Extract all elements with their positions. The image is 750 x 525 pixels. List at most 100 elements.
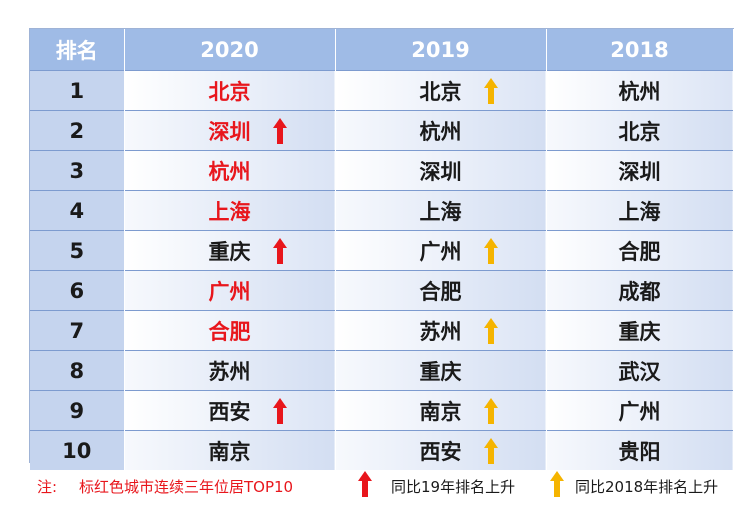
city-name: 重庆	[419, 359, 462, 384]
city-2019-cell: 上海	[335, 190, 547, 231]
legend-yellow-arrow-text: 同比2018年排名上升	[575, 478, 719, 496]
city-2020-cell: 深圳	[124, 110, 336, 151]
legend-red-arrow-text: 同比19年排名上升	[391, 478, 516, 496]
header-2020: 2020	[124, 29, 336, 71]
legend: 注: 标红色城市连续三年位居TOP10 同比19年排名上升 同比2018年排名上…	[29, 470, 732, 498]
table-row: 8 苏州 重庆 武汉	[30, 350, 734, 391]
city-2020-cell: 合肥	[124, 310, 336, 351]
city-2018-cell: 上海	[546, 190, 734, 231]
rank-cell: 6	[30, 270, 125, 311]
city-name: 贵阳	[618, 439, 661, 464]
rank-cell: 10	[30, 430, 125, 470]
city-name: 重庆	[208, 239, 251, 264]
city-2018-cell: 北京	[546, 110, 734, 151]
table-row: 7 合肥 苏州 重庆	[30, 310, 734, 351]
city-2020-cell: 南京	[124, 430, 336, 470]
city-name: 西安	[419, 439, 462, 464]
city-name: 深圳	[419, 159, 462, 184]
city-name: 杭州	[419, 119, 462, 144]
city-2019-cell: 南京	[335, 390, 547, 431]
city-2020-cell: 广州	[124, 270, 336, 311]
city-2018-cell: 合肥	[546, 230, 734, 271]
city-name: 上海	[618, 199, 661, 224]
city-2018-cell: 武汉	[546, 350, 734, 391]
city-name: 北京	[419, 79, 462, 104]
city-2020-cell: 重庆	[124, 230, 336, 271]
city-2018-cell: 贵阳	[546, 430, 734, 470]
rank-cell: 8	[30, 350, 125, 391]
city-2019-cell: 西安	[335, 430, 547, 470]
city-name: 合肥	[419, 279, 462, 304]
city-name: 西安	[208, 399, 251, 424]
rank-cell: 9	[30, 390, 125, 431]
city-name: 重庆	[618, 319, 661, 344]
city-2018-cell: 重庆	[546, 310, 734, 351]
arrow-up-yellow-icon	[483, 317, 498, 344]
city-2018-cell: 广州	[546, 390, 734, 431]
table-row: 2 深圳 杭州 北京	[30, 110, 734, 151]
table-row: 10 南京 西安 贵阳	[30, 430, 734, 470]
city-2019-cell: 杭州	[335, 110, 547, 151]
city-2020-cell: 北京	[124, 70, 336, 111]
city-name: 广州	[419, 239, 462, 264]
header-2019: 2019	[335, 29, 547, 71]
header-rank: 排名	[30, 29, 125, 71]
city-name: 合肥	[618, 239, 661, 264]
table-row: 3 杭州 深圳 深圳	[30, 150, 734, 191]
city-name: 杭州	[208, 159, 251, 184]
rank-cell: 4	[30, 190, 125, 231]
rank-cell: 3	[30, 150, 125, 191]
arrow-up-red-icon	[272, 397, 287, 424]
header-2018: 2018	[546, 29, 734, 71]
table-row: 6 广州 合肥 成都	[30, 270, 734, 311]
arrow-up-yellow-icon	[483, 237, 498, 264]
city-name: 广州	[208, 279, 251, 304]
city-name: 深圳	[618, 159, 661, 184]
arrow-up-red-icon	[272, 237, 287, 264]
city-2020-cell: 杭州	[124, 150, 336, 191]
header-row: 排名 2020 2019 2018	[30, 29, 734, 71]
city-2019-cell: 深圳	[335, 150, 547, 191]
ranking-table-container: 排名 2020 2019 2018 1 北京 北京 杭州 2 深圳 杭州 北京 3 杭州 深圳 深圳 4…	[29, 28, 734, 470]
arrow-up-yellow-icon	[483, 77, 498, 104]
city-name: 北京	[618, 119, 661, 144]
city-2019-cell: 北京	[335, 70, 547, 111]
city-2019-cell: 合肥	[335, 270, 547, 311]
rank-cell: 5	[30, 230, 125, 271]
ranking-table-body: 1 北京 北京 杭州 2 深圳 杭州 北京 3 杭州 深圳 深圳 4 上海 上海 上海 5 重庆 广州 合肥 6 广州 合肥…	[30, 70, 734, 470]
city-2019-cell: 广州	[335, 230, 547, 271]
city-2019-cell: 重庆	[335, 350, 547, 391]
table-row: 1 北京 北京 杭州	[30, 70, 734, 111]
rank-cell: 2	[30, 110, 125, 151]
table-row: 5 重庆 广州 合肥	[30, 230, 734, 271]
city-2018-cell: 杭州	[546, 70, 734, 111]
city-2020-cell: 苏州	[124, 350, 336, 391]
city-2020-cell: 西安	[124, 390, 336, 431]
legend-note-label: 注:	[37, 478, 58, 496]
legend-red-text: 标红色城市连续三年位居TOP10	[79, 478, 294, 496]
city-name: 南京	[419, 399, 462, 424]
arrow-up-yellow-icon	[483, 397, 498, 424]
city-2018-cell: 成都	[546, 270, 734, 311]
arrow-up-yellow-icon	[550, 471, 564, 497]
city-2018-cell: 深圳	[546, 150, 734, 191]
arrow-up-red-icon	[358, 471, 372, 497]
rank-cell: 7	[30, 310, 125, 351]
city-ranking-table: 排名 2020 2019 2018 1 北京 北京 杭州 2 深圳 杭州 北京 3 杭州 深圳 深圳 4…	[30, 29, 734, 470]
city-name: 北京	[208, 79, 251, 104]
city-name: 广州	[618, 399, 661, 424]
city-name: 上海	[419, 199, 462, 224]
city-name: 杭州	[618, 79, 661, 104]
table-row: 4 上海 上海 上海	[30, 190, 734, 231]
city-name: 成都	[618, 279, 661, 304]
table-row: 9 西安 南京 广州	[30, 390, 734, 431]
city-name: 深圳	[208, 119, 251, 144]
arrow-up-yellow-icon	[483, 437, 498, 464]
city-name: 苏州	[419, 319, 462, 344]
city-2019-cell: 苏州	[335, 310, 547, 351]
city-2020-cell: 上海	[124, 190, 336, 231]
city-name: 苏州	[208, 359, 251, 384]
rank-cell: 1	[30, 70, 125, 111]
city-name: 合肥	[208, 319, 251, 344]
arrow-up-red-icon	[272, 117, 287, 144]
